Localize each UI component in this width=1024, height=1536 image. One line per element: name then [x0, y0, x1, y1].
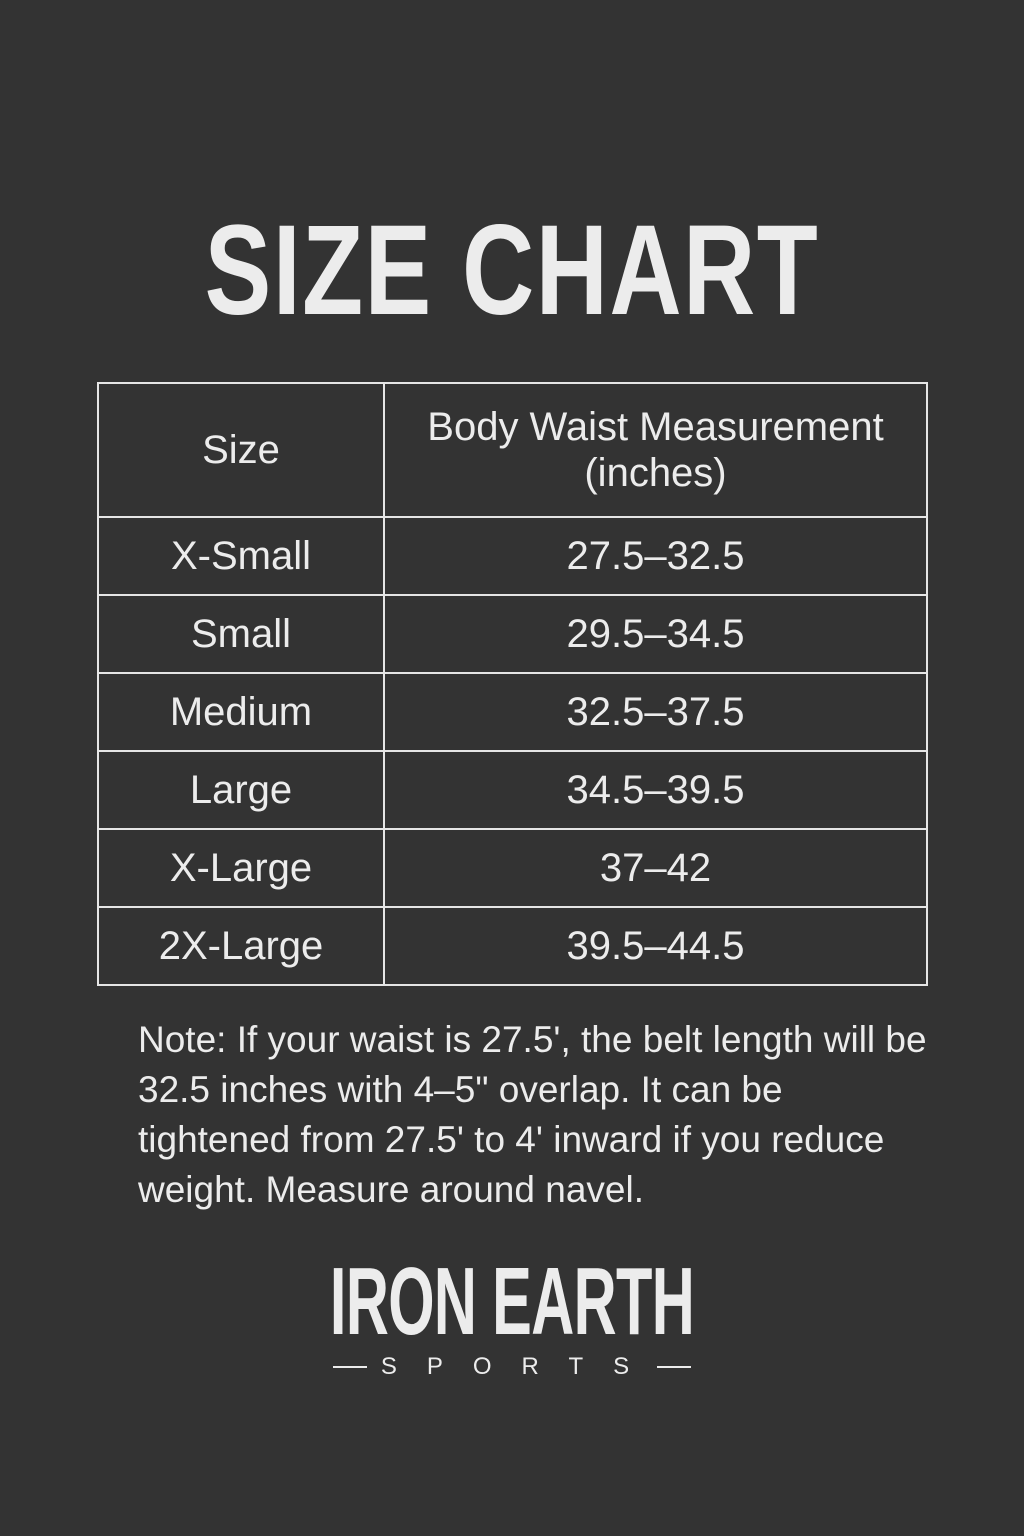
- table-row: Medium 32.5–37.5: [97, 672, 928, 752]
- logo-main-text: IRON EARTH: [329, 1248, 695, 1355]
- header-size: Size: [97, 382, 385, 518]
- header-waist: Body Waist Measurement (inches): [383, 382, 928, 518]
- size-cell: Large: [97, 750, 385, 830]
- sizing-note: Note: If your waist is 27.5', the belt l…: [138, 1019, 927, 1210]
- waist-cell: 39.5–44.5: [383, 906, 928, 986]
- size-cell: 2X-Large: [97, 906, 385, 986]
- table-row: X-Large 37–42: [97, 828, 928, 908]
- brand-logo: IRON EARTH SPORTS: [0, 1248, 1024, 1381]
- table-row: Small 29.5–34.5: [97, 594, 928, 674]
- size-cell: Small: [97, 594, 385, 674]
- table-row: X-Small 27.5–32.5: [97, 516, 928, 596]
- logo-subline: SPORTS: [0, 1353, 1024, 1381]
- waist-cell: 27.5–32.5: [383, 516, 928, 596]
- table-header-row: Size Body Waist Measurement (inches): [97, 382, 928, 518]
- waist-cell: 29.5–34.5: [383, 594, 928, 674]
- logo-dash-right: [657, 1366, 692, 1368]
- size-chart-table: Size Body Waist Measurement (inches) X-S…: [97, 382, 928, 986]
- waist-cell: 37–42: [383, 828, 928, 908]
- size-cell: Medium: [97, 672, 385, 752]
- table-row: Large 34.5–39.5: [97, 750, 928, 830]
- size-cell: X-Large: [97, 828, 385, 908]
- page-title: SIZE CHART: [204, 199, 820, 342]
- size-cell: X-Small: [97, 516, 385, 596]
- table-row: 2X-Large 39.5–44.5: [97, 906, 928, 986]
- logo-sub-text: SPORTS: [380, 1353, 660, 1380]
- waist-cell: 32.5–37.5: [383, 672, 928, 752]
- logo-dash-left: [332, 1366, 367, 1368]
- waist-cell: 34.5–39.5: [383, 750, 928, 830]
